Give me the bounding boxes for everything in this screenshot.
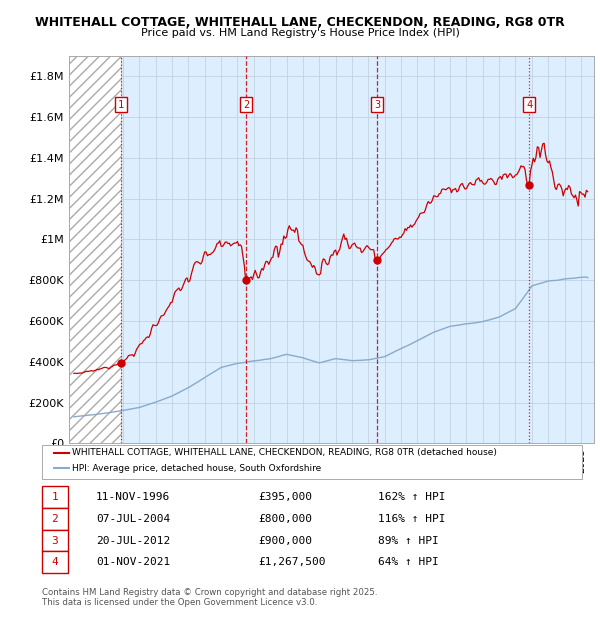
Text: 1: 1 bbox=[118, 100, 124, 110]
Text: 89% ↑ HPI: 89% ↑ HPI bbox=[378, 536, 439, 546]
Text: £395,000: £395,000 bbox=[258, 492, 312, 502]
Text: 11-NOV-1996: 11-NOV-1996 bbox=[96, 492, 170, 502]
Text: 20-JUL-2012: 20-JUL-2012 bbox=[96, 536, 170, 546]
Text: WHITEHALL COTTAGE, WHITEHALL LANE, CHECKENDON, READING, RG8 0TR (detached house): WHITEHALL COTTAGE, WHITEHALL LANE, CHECK… bbox=[72, 448, 497, 457]
Text: WHITEHALL COTTAGE, WHITEHALL LANE, CHECKENDON, READING, RG8 0TR: WHITEHALL COTTAGE, WHITEHALL LANE, CHECK… bbox=[35, 16, 565, 29]
Text: HPI: Average price, detached house, South Oxfordshire: HPI: Average price, detached house, Sout… bbox=[72, 464, 321, 472]
Text: 01-NOV-2021: 01-NOV-2021 bbox=[96, 557, 170, 567]
Text: 07-JUL-2004: 07-JUL-2004 bbox=[96, 514, 170, 524]
Text: 3: 3 bbox=[374, 100, 380, 110]
Text: 2: 2 bbox=[52, 514, 58, 524]
Text: Price paid vs. HM Land Registry's House Price Index (HPI): Price paid vs. HM Land Registry's House … bbox=[140, 28, 460, 38]
Text: £900,000: £900,000 bbox=[258, 536, 312, 546]
Text: 4: 4 bbox=[526, 100, 532, 110]
Text: £800,000: £800,000 bbox=[258, 514, 312, 524]
Text: £1,267,500: £1,267,500 bbox=[258, 557, 325, 567]
Text: 64% ↑ HPI: 64% ↑ HPI bbox=[378, 557, 439, 567]
Text: 116% ↑ HPI: 116% ↑ HPI bbox=[378, 514, 445, 524]
Text: 4: 4 bbox=[52, 557, 58, 567]
Text: Contains HM Land Registry data © Crown copyright and database right 2025.
This d: Contains HM Land Registry data © Crown c… bbox=[42, 588, 377, 607]
Bar bbox=[69, 56, 121, 443]
Text: 3: 3 bbox=[52, 536, 58, 546]
Text: 1: 1 bbox=[52, 492, 58, 502]
Text: 2: 2 bbox=[243, 100, 249, 110]
Text: 162% ↑ HPI: 162% ↑ HPI bbox=[378, 492, 445, 502]
